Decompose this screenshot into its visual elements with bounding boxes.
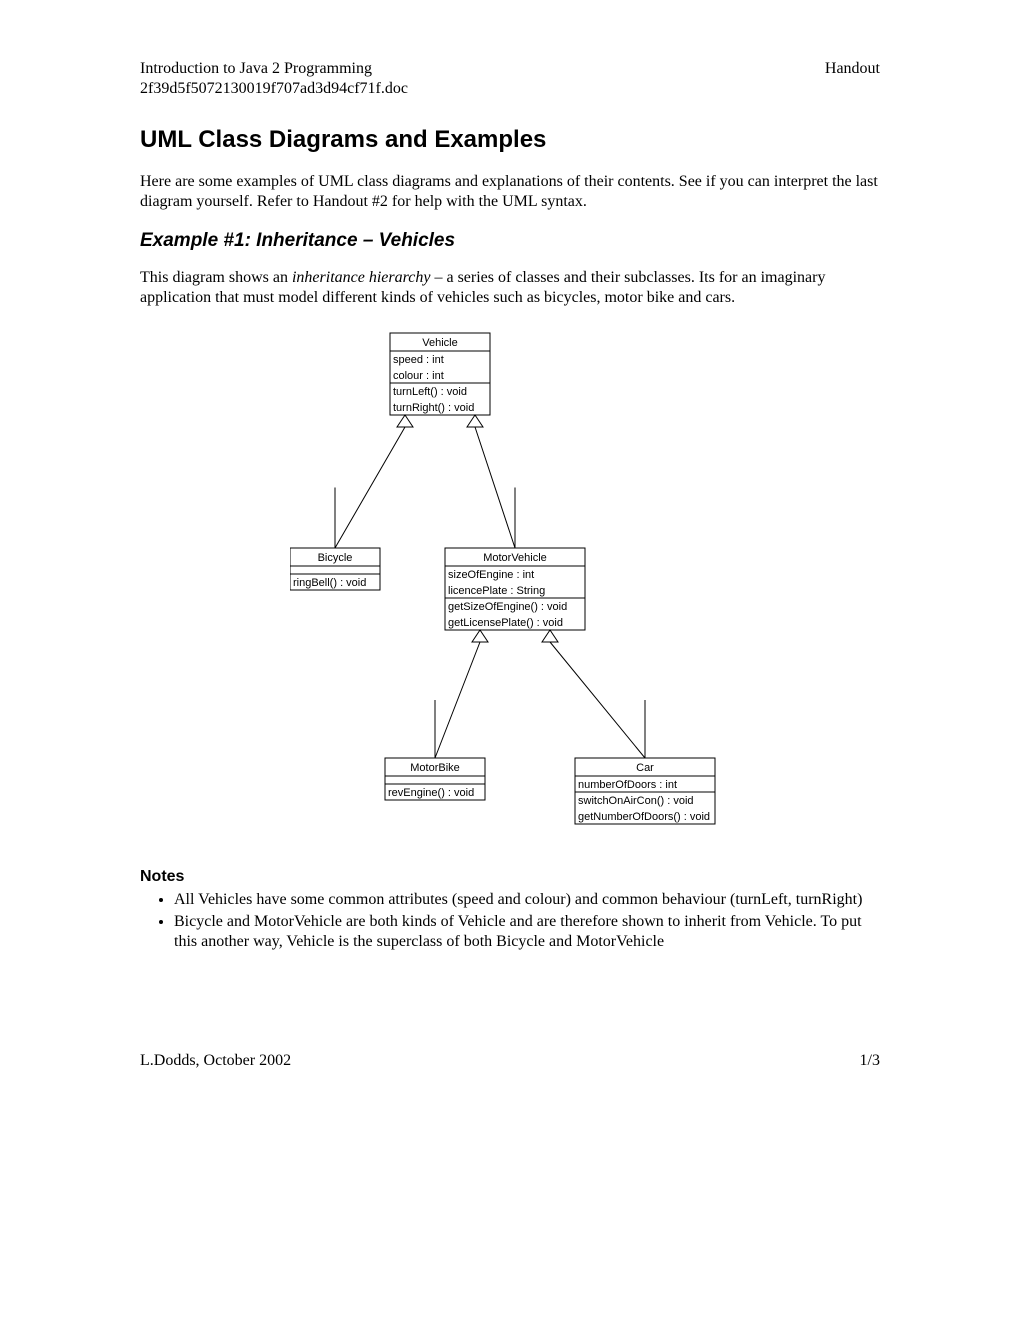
svg-text:getNumberOfDoors() : void: getNumberOfDoors() : void — [578, 811, 710, 823]
page-title: UML Class Diagrams and Examples — [140, 126, 880, 154]
header-left: Introduction to Java 2 Programming — [140, 60, 372, 78]
svg-text:ringBell() : void: ringBell() : void — [293, 577, 366, 589]
page-header: Introduction to Java 2 Programming Hando… — [140, 60, 880, 78]
svg-text:numberOfDoors : int: numberOfDoors : int — [578, 779, 677, 791]
example1-heading: Example #1: Inheritance – Vehicles — [140, 230, 880, 252]
svg-text:licencePlate : String: licencePlate : String — [448, 585, 545, 597]
example1-text: This diagram shows an inheritance hierar… — [140, 268, 880, 308]
svg-text:switchOnAirCon() : void: switchOnAirCon() : void — [578, 795, 694, 807]
notes-item: All Vehicles have some common attributes… — [174, 890, 880, 910]
svg-text:revEngine() : void: revEngine() : void — [388, 787, 474, 799]
svg-text:turnRight() : void: turnRight() : void — [393, 402, 474, 414]
uml-diagram: Vehicle speed : int colour : int turnLeft()… — [290, 328, 730, 838]
notes-heading: Notes — [140, 868, 880, 886]
footer-left: L.Dodds, October 2002 — [140, 1052, 291, 1070]
page-footer: L.Dodds, October 2002 1/3 — [140, 1052, 880, 1070]
intro-paragraph: Here are some examples of UML class diag… — [140, 172, 880, 212]
notes-list: All Vehicles have some common attributes… — [174, 890, 880, 952]
ex1-before: This diagram shows an — [140, 269, 292, 286]
svg-text:turnLeft() : void: turnLeft() : void — [393, 386, 467, 398]
svg-text:MotorBike: MotorBike — [410, 762, 460, 774]
svg-text:getLicensePlate() : void: getLicensePlate() : void — [448, 617, 563, 629]
header-right: Handout — [825, 60, 880, 78]
svg-text:MotorVehicle: MotorVehicle — [483, 552, 547, 564]
svg-text:getSizeOfEngine() : void: getSizeOfEngine() : void — [448, 601, 567, 613]
svg-text:speed : int: speed : int — [393, 354, 444, 366]
svg-text:Car: Car — [636, 762, 654, 774]
svg-text:Bicycle: Bicycle — [318, 552, 353, 564]
notes-item: Bicycle and MotorVehicle are both kinds … — [174, 912, 880, 952]
header-sub: 2f39d5f5072130019f707ad3d94cf71f.doc — [140, 80, 880, 98]
svg-text:sizeOfEngine : int: sizeOfEngine : int — [448, 569, 534, 581]
svg-text:colour : int: colour : int — [393, 370, 444, 382]
ex1-italic: inheritance hierarchy — [292, 269, 430, 286]
svg-text:Vehicle: Vehicle — [422, 337, 457, 349]
footer-right: 1/3 — [860, 1052, 880, 1070]
